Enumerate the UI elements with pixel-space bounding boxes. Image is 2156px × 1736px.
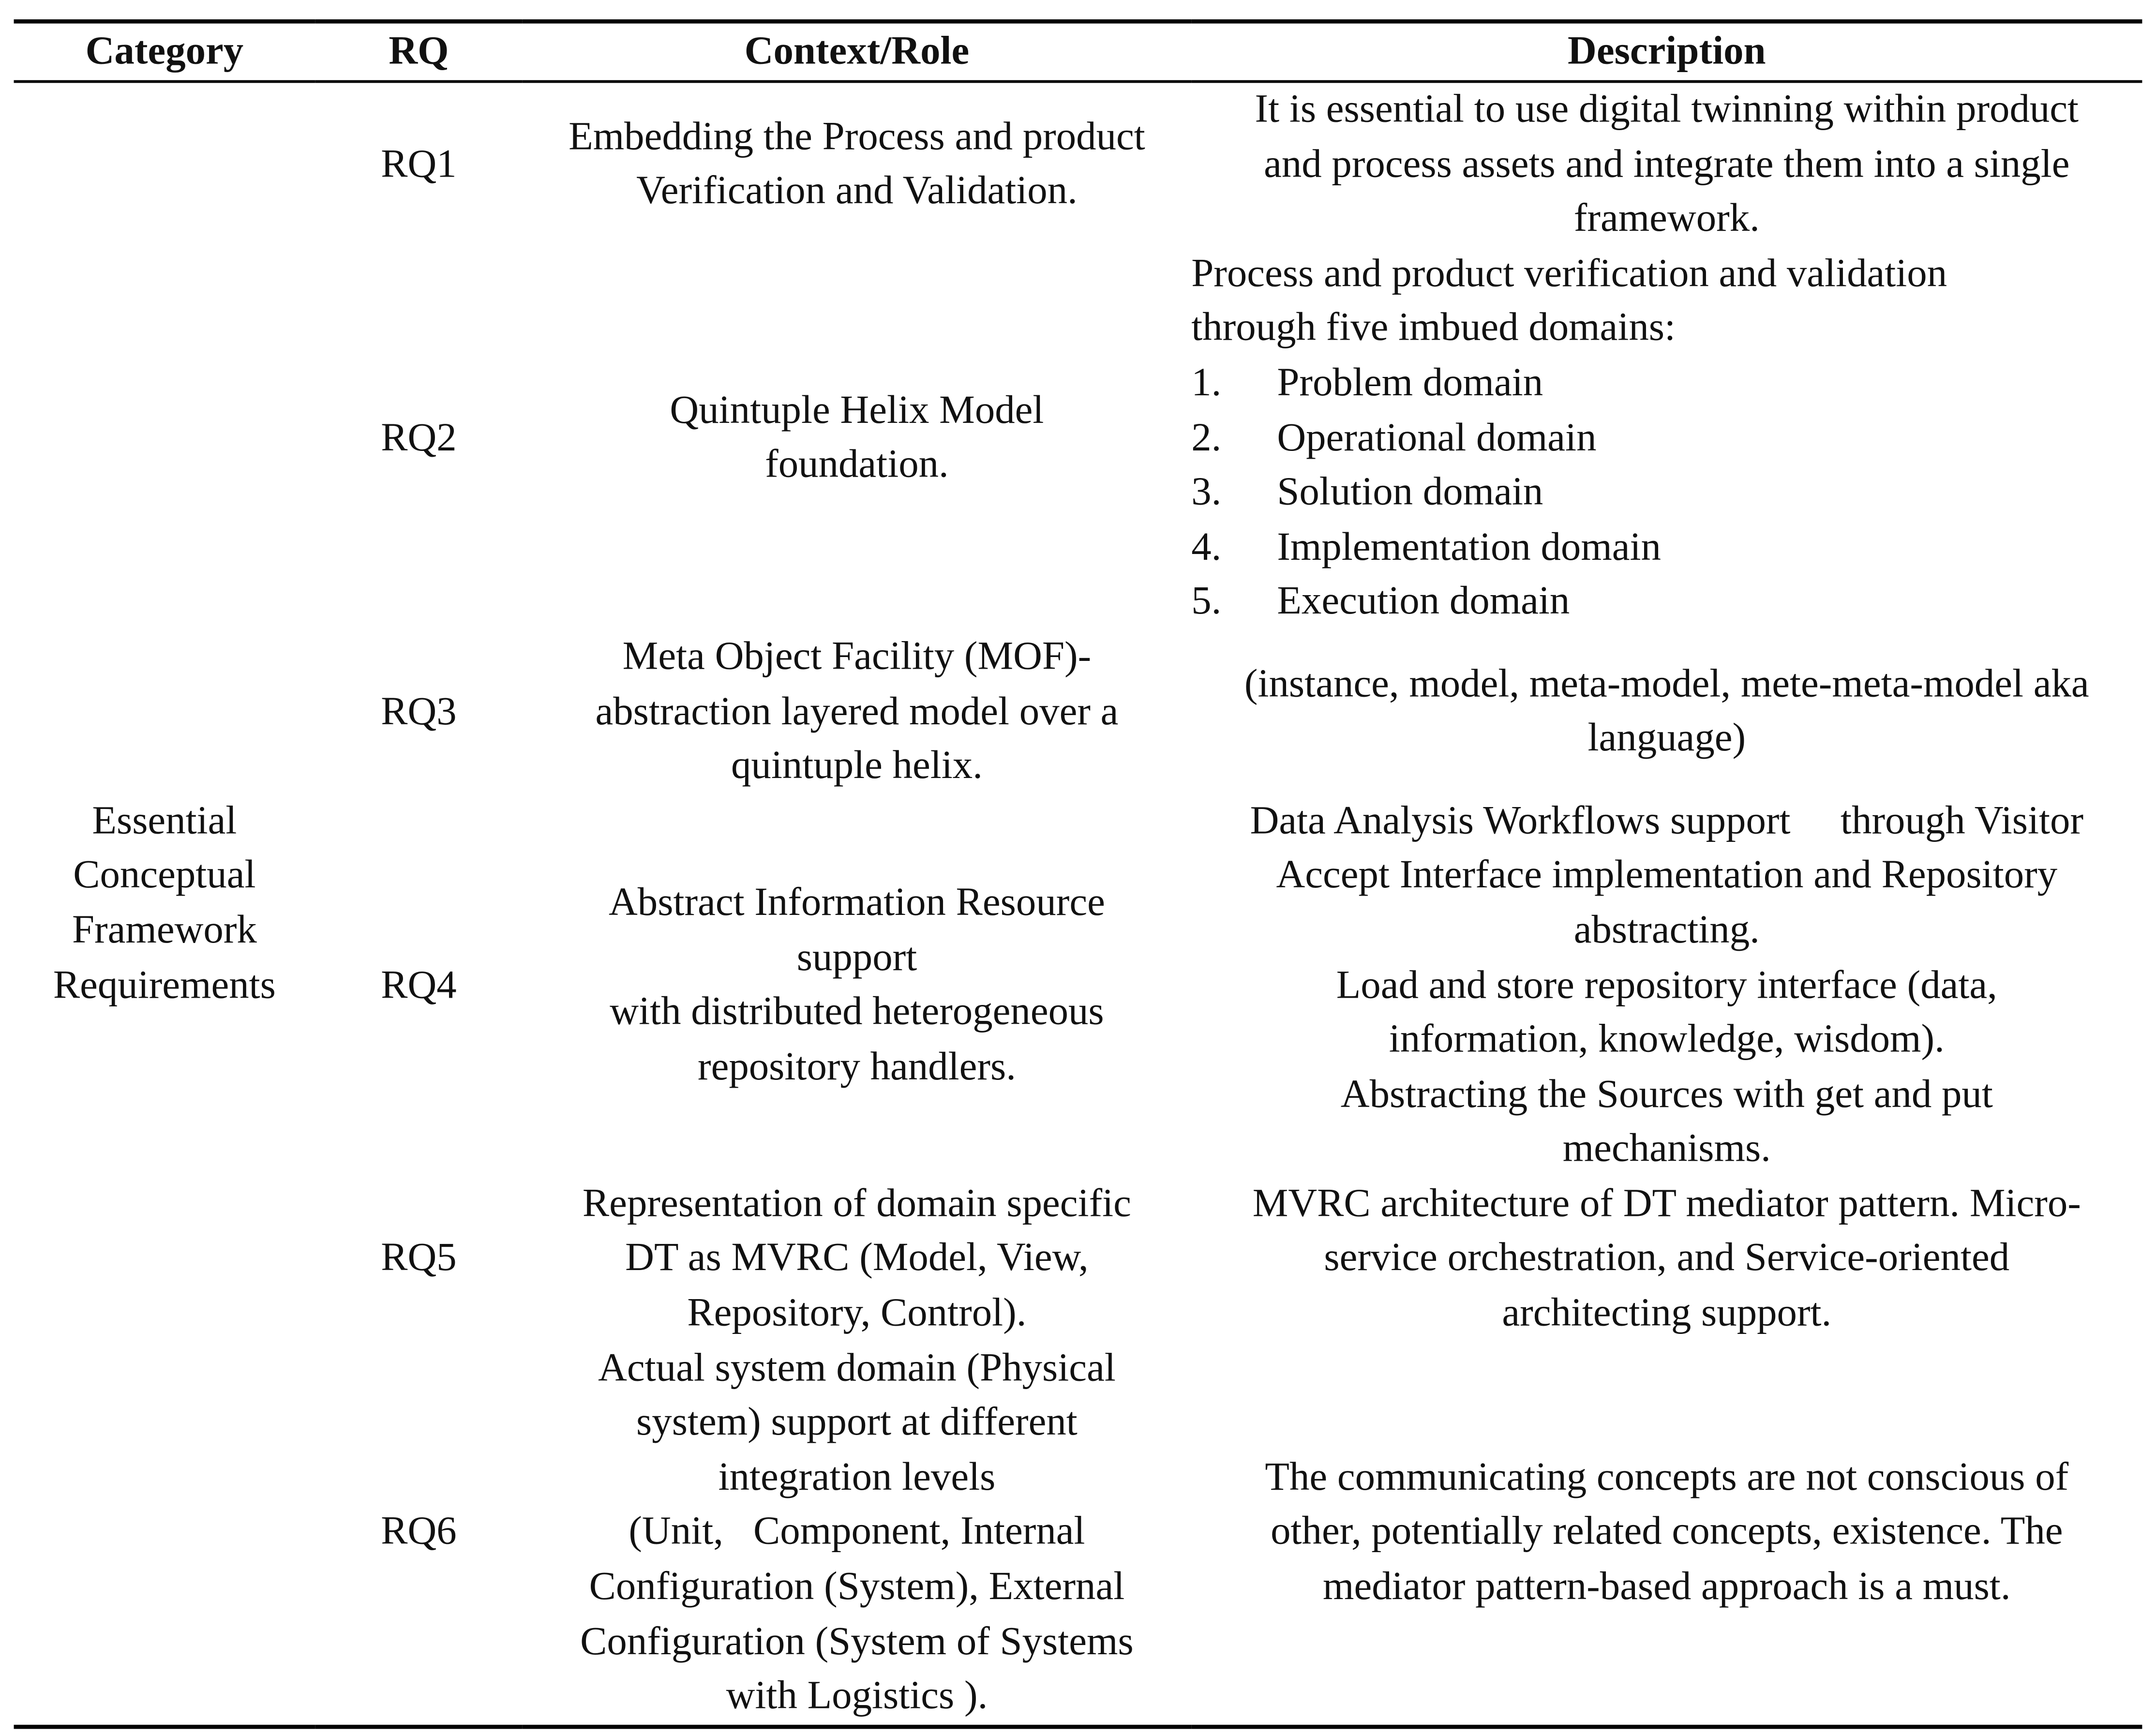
context-line: DT as MVRC (Model, View, (625, 1236, 1089, 1281)
rq-cell: RQ5 (381, 1236, 457, 1281)
list-text: Operational domain (1277, 415, 1597, 460)
context-line: quintuple helix. (731, 744, 983, 788)
description-cell: Process and product verification and val… (1191, 247, 2142, 630)
header-rq: RQ (389, 29, 449, 74)
list-item: 2. Operational domain (1191, 411, 2142, 466)
context-cell: Quintuple Helix Model foundation. (523, 247, 1191, 630)
context-line: support (796, 935, 917, 980)
table-row: RQ5 Representation of domain specific DT a… (14, 1177, 2142, 1341)
header-context: Context/Role (744, 29, 970, 74)
context-line: integration levels (718, 1455, 996, 1499)
list-text: Solution domain (1277, 470, 1543, 515)
table-row: RQ3 Meta Object Facility (MOF)- abstractio… (14, 630, 2142, 794)
description-cell: It is essential to use digital twinning … (1191, 82, 2142, 247)
context-line: repository handlers. (697, 1045, 1016, 1089)
context-line: Representation of domain specific (582, 1181, 1131, 1226)
context-line: Quintuple Helix Model (670, 388, 1044, 433)
list-item: 4. Implementation domain (1191, 521, 2142, 575)
context-line: with distributed heterogeneous (610, 990, 1104, 1034)
description-cell: MVRC architecture of DT mediator pattern… (1191, 1177, 2142, 1341)
rq-cell: RQ6 (381, 1510, 457, 1554)
list-number: 5. (1191, 579, 1222, 624)
context-cell: Abstract Information Resource support with… (523, 794, 1191, 1178)
context-line: (Unit, Component, Internal (629, 1510, 1085, 1554)
category-cell: Essential Conceptual Framework Requirements (14, 82, 315, 1727)
description-line: abstracting. (1573, 908, 1760, 952)
description-cell: Data Analysis Workflows support through … (1191, 794, 2142, 1178)
description-line: Load and store repository interface (dat… (1336, 962, 1997, 1007)
description-line: information, knowledge, wisdom). (1389, 1017, 1945, 1062)
description-cell: (instance, model, meta-model, mete-meta-… (1191, 630, 2142, 794)
rq-cell: RQ2 (381, 415, 457, 460)
list-number: 3. (1191, 470, 1222, 515)
context-line: Abstract Information Resource (608, 880, 1105, 925)
context-cell: Actual system domain (Physical system) su… (523, 1342, 1191, 1727)
description-line: service orchestration, and Service-orien… (1324, 1236, 2010, 1281)
description-line: The communicating concepts are not consc… (1265, 1455, 2069, 1499)
list-text: Execution domain (1277, 579, 1570, 624)
rq-cell: RQ4 (381, 962, 457, 1007)
list-text: Problem domain (1277, 360, 1543, 405)
description-line: other, potentially related concepts, exi… (1271, 1510, 2063, 1554)
description-line: architecting support. (1502, 1291, 1832, 1335)
description-line: language) (1587, 716, 1746, 761)
context-line: foundation. (765, 443, 949, 487)
header-row: Category RQ Context/Role Description (14, 21, 2142, 82)
context-line: Repository, Control). (687, 1291, 1027, 1335)
table-row: Essential Conceptual Framework Requirements… (14, 82, 2142, 1007)
context-cell: Meta Object Facility (MOF)- abstraction l… (523, 630, 1191, 794)
list-item: 5. Execution domain (1191, 575, 2142, 630)
header-category: Category (85, 29, 244, 74)
list-text: Implementation domain (1277, 524, 1661, 569)
context-line: Verification and Validation. (636, 169, 1078, 214)
context-line: system) support at different (636, 1400, 1078, 1445)
list-number: 4. (1191, 524, 1222, 569)
table-row: RQ6 Actual system domain (Physical system)… (14, 1342, 2142, 1727)
list-item: 3. Solution domain (1191, 466, 2142, 521)
description-line: Data Analysis Workflows support through … (1250, 798, 2084, 843)
context-line: Meta Object Facility (MOF)- (622, 634, 1092, 679)
header-description: Description (1568, 29, 1766, 74)
category-line: Requirements (53, 962, 276, 1007)
context-line: with Logistics ). (726, 1674, 988, 1719)
category-line: Conceptual (73, 853, 256, 898)
category-line: Essential (92, 798, 237, 843)
table-row: RQ2 Quintuple Helix Model foundation. Proce… (14, 247, 2142, 630)
description-line: MVRC architecture of DT mediator pattern… (1252, 1181, 2081, 1226)
description-line: and process assets and integrate them in… (1264, 142, 2070, 186)
context-line: Actual system domain (Physical (598, 1346, 1116, 1390)
description-line: mechanisms. (1562, 1126, 1771, 1171)
description-line: mediator pattern-based approach is a mus… (1323, 1564, 2011, 1609)
description-line: framework. (1573, 196, 1760, 241)
description-line: Abstracting the Sources with get and put (1340, 1072, 1993, 1117)
description-line: through five imbued domains: (1191, 306, 1676, 350)
rq-cell: RQ1 (381, 142, 457, 186)
list-item: 1. Problem domain (1191, 357, 2142, 411)
description-line: It is essential to use digital twinning … (1255, 87, 2079, 132)
context-line: Embedding the Process and product (569, 114, 1145, 159)
description-cell: The communicating concepts are not consc… (1191, 1342, 2142, 1727)
context-line: abstraction layered model over a (595, 689, 1119, 733)
context-cell: Representation of domain specific DT as M… (523, 1177, 1191, 1341)
context-line: Configuration (System), External (589, 1564, 1125, 1609)
table-row: RQ4 Abstract Information Resource support w… (14, 794, 2142, 1178)
category-line: Framework (72, 908, 257, 952)
context-cell: Embedding the Process and product Verific… (523, 82, 1191, 247)
description-line: (instance, model, meta-model, mete-meta-… (1244, 661, 2089, 706)
description-line: Accept Interface implementation and Repo… (1276, 853, 2058, 898)
context-line: Configuration (System of Systems (580, 1619, 1134, 1664)
requirements-table: Category RQ Context/Role Description Ess… (14, 19, 2142, 1729)
description-line: Process and product verification and val… (1191, 251, 1947, 296)
rq-cell: RQ3 (381, 689, 457, 733)
list-number: 2. (1191, 415, 1222, 460)
list-number: 1. (1191, 360, 1222, 405)
